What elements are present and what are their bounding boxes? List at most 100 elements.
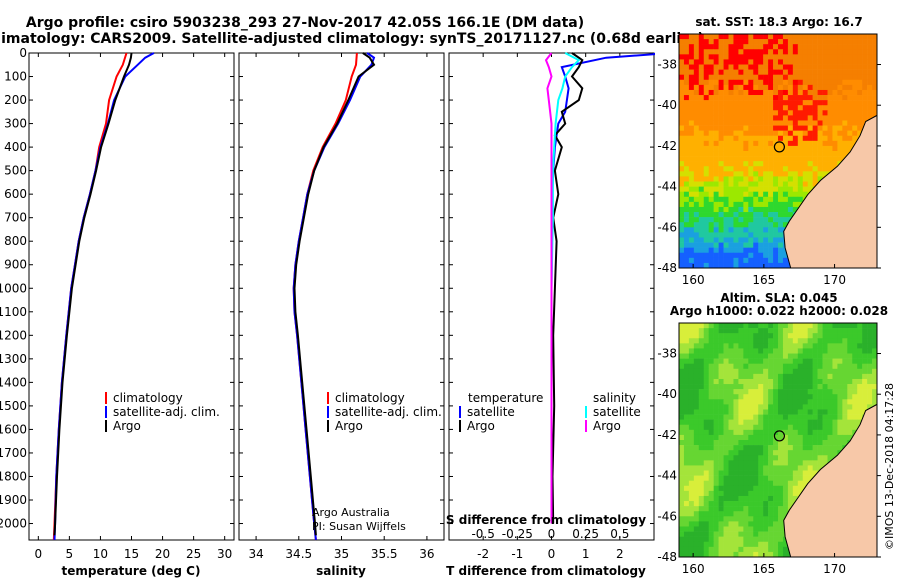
heatmap-cell: [802, 95, 808, 101]
heatmap-cell: [867, 79, 873, 86]
heatmap-cell: [683, 59, 690, 65]
heatmap-cell: [688, 343, 695, 349]
heatmap-cell: [683, 54, 690, 60]
heatmap-cell: [768, 171, 774, 177]
heatmap-cell: [852, 363, 858, 370]
heatmap-cell: [713, 140, 719, 147]
heatmap-cell: [763, 89, 769, 96]
heatmap-cell: [768, 242, 774, 248]
heatmap-cell: [738, 333, 744, 339]
heatmap-cell: [773, 69, 779, 75]
heatmap-cell: [738, 465, 744, 471]
heatmap-cell: [703, 201, 709, 208]
heatmap-cell: [688, 74, 695, 81]
heatmap-cell: [817, 59, 823, 65]
heatmap-cell: [718, 100, 724, 106]
heatmap-cell: [753, 247, 759, 254]
heatmap-cell: [817, 135, 823, 142]
heatmap-cell: [787, 394, 794, 400]
heatmap-cell: [763, 39, 769, 45]
heatmap-cell: [773, 536, 779, 543]
heatmap-cell: [718, 54, 724, 60]
heatmap-cell: [723, 247, 729, 254]
heatmap-cell: [708, 414, 714, 420]
heatmap-cell: [807, 151, 813, 157]
heatmap-cell: [679, 460, 685, 466]
heatmap-cell: [817, 353, 823, 359]
heatmap-cell: [733, 115, 739, 121]
heatmap-cell: [743, 485, 749, 492]
heatmap-cell: [753, 531, 759, 537]
heatmap-cell: [738, 373, 744, 380]
heatmap-cell: [768, 59, 774, 65]
heatmap-cell: [832, 156, 838, 162]
heatmap-cell: [778, 480, 784, 487]
heatmap-cell: [679, 475, 685, 481]
heatmap-cell: [738, 252, 744, 259]
heatmap-cell: [837, 54, 843, 60]
heatmap-cell: [688, 516, 695, 522]
heatmap-cell: [842, 378, 848, 385]
heatmap-cell: [837, 84, 843, 91]
heatmap-cell: [688, 130, 695, 137]
heatmap-cell: [773, 460, 779, 466]
heatmap-cell: [842, 89, 848, 96]
heatmap-cell: [847, 338, 853, 344]
heatmap-cell: [743, 120, 749, 126]
heatmap-cell: [872, 328, 878, 334]
x-tick-label: 35.5: [371, 547, 398, 561]
heatmap-cell: [778, 262, 784, 269]
heatmap-cell: [753, 404, 759, 410]
heatmap-cell: [713, 384, 719, 390]
heatmap-cell: [817, 394, 823, 400]
heatmap-cell: [787, 34, 794, 40]
heatmap-cell: [832, 389, 838, 395]
heatmap-cell: [708, 161, 714, 167]
heatmap-cell: [748, 39, 754, 45]
heatmap-cell: [787, 110, 794, 116]
heatmap-cell: [688, 237, 695, 243]
heatmap-cell: [817, 44, 823, 50]
heatmap-cell: [797, 125, 804, 131]
heatmap-cell: [693, 262, 700, 269]
heatmap-cell: [693, 414, 700, 420]
heatmap-cell: [683, 89, 690, 96]
heatmap-cell: [693, 186, 700, 192]
heatmap-cell: [733, 135, 739, 142]
heatmap-cell: [679, 135, 685, 142]
heatmap-cell: [708, 196, 714, 203]
heatmap-cell: [827, 49, 833, 55]
heatmap-cell: [758, 237, 764, 243]
heatmap-cell: [847, 414, 853, 420]
heatmap-cell: [679, 424, 685, 431]
heatmap-cell: [713, 105, 719, 111]
heatmap-cell: [763, 105, 769, 111]
heatmap-cell: [872, 64, 878, 70]
heatmap-cell: [723, 54, 729, 60]
heatmap-cell: [723, 531, 729, 537]
heatmap-cell: [713, 227, 719, 233]
heatmap-cell: [817, 333, 823, 339]
heatmap-cell: [733, 262, 739, 269]
heatmap-cell: [688, 125, 695, 131]
heatmap-cell: [827, 373, 833, 380]
heatmap-cell: [703, 521, 709, 527]
heatmap-cell: [733, 69, 739, 75]
heatmap-cell: [787, 115, 794, 121]
heatmap-cell: [817, 100, 823, 106]
heatmap-cell: [792, 166, 799, 172]
heatmap-cell: [738, 531, 744, 537]
heatmap-cell: [763, 440, 769, 446]
heatmap-cell: [773, 343, 779, 349]
heatmap-cell: [688, 176, 695, 182]
heatmap-cell: [782, 130, 789, 137]
heatmap-cell: [768, 536, 774, 543]
heatmap-cell: [852, 54, 858, 60]
heatmap-cell: [753, 39, 759, 45]
heatmap-cell: [827, 434, 833, 441]
heatmap-cell: [708, 115, 714, 121]
heatmap-cell: [792, 363, 799, 370]
heatmap-cell: [792, 105, 799, 111]
heatmap-cell: [832, 384, 838, 390]
heatmap-cell: [822, 440, 828, 446]
